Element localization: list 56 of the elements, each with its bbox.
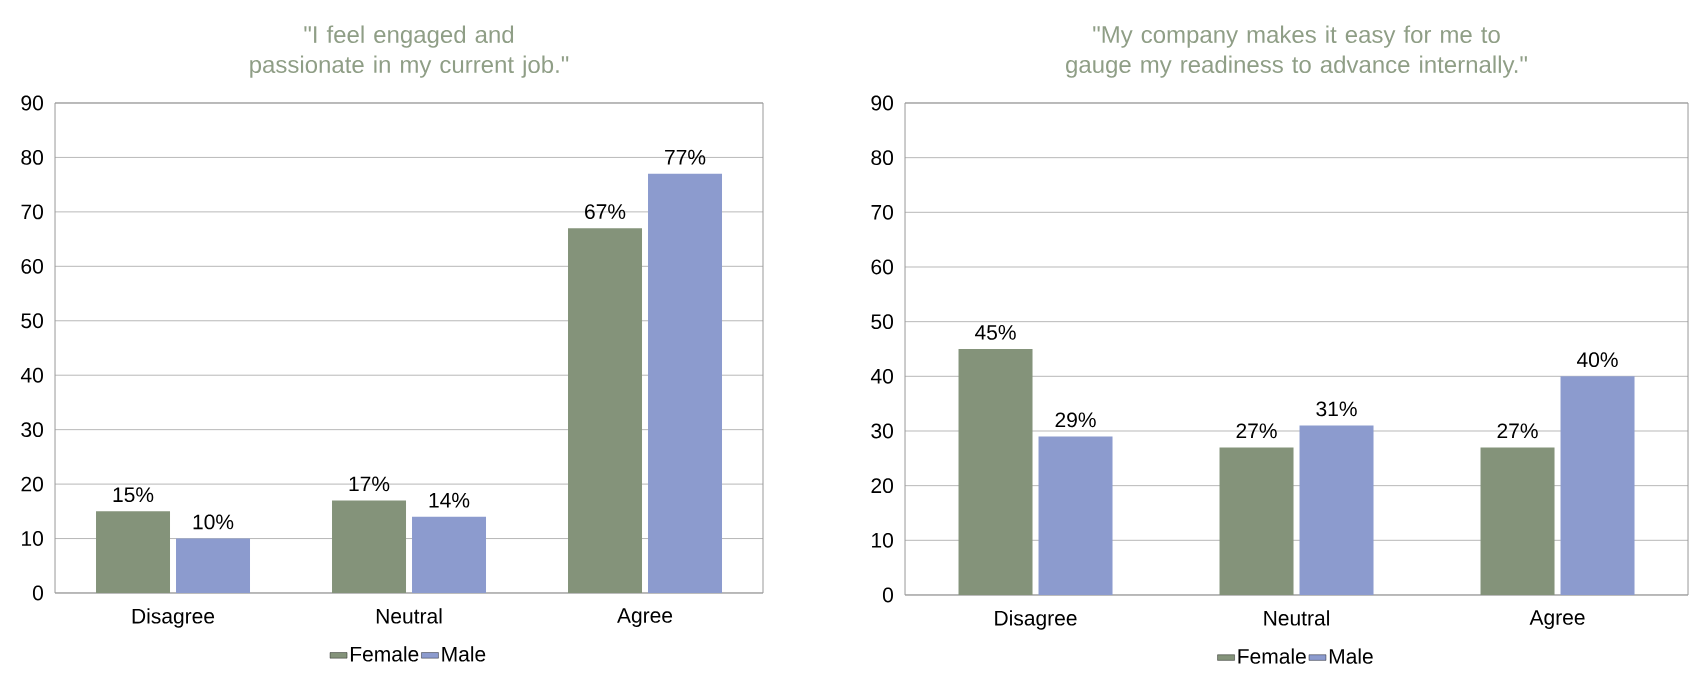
y-tick-label: 80 — [871, 150, 893, 166]
y-tick-label: 60 — [871, 259, 893, 275]
data-label: 27% — [1497, 423, 1538, 439]
legend-label: Male — [442, 646, 486, 662]
data-label: 45% — [974, 325, 1016, 340]
x-tick-label: Neutral — [376, 608, 442, 624]
x-tick-label: Agree — [1529, 610, 1585, 629]
chart-title: "My company makes it easy for me to gauge my readiness to advance internally." — [1066, 25, 1527, 78]
data-label: 15% — [113, 487, 154, 503]
data-label: 27% — [1236, 423, 1277, 439]
y-tick-label: 30 — [21, 422, 43, 438]
data-label: 31% — [1316, 401, 1357, 417]
bar — [1480, 447, 1555, 595]
y-tick-label: 40 — [870, 368, 893, 384]
bar — [332, 500, 407, 593]
data-label: 67% — [585, 204, 626, 220]
data-label: 40% — [1576, 352, 1618, 368]
chart-title: "I feel engaged and passionate in my current job." — [250, 25, 569, 78]
legend-label: Male — [1329, 648, 1373, 664]
x-tick-label: Disagree — [132, 608, 215, 628]
y-tick-label: 20 — [871, 478, 893, 494]
y-tick-label: 10 — [22, 531, 43, 546]
y-tick-label: 60 — [21, 258, 43, 274]
data-label: 17% — [349, 476, 390, 492]
legend-label: Female — [350, 646, 419, 662]
x-tick-label: Neutral — [1264, 610, 1329, 626]
bar — [1299, 425, 1374, 595]
legend-label: Female — [1238, 648, 1306, 664]
bar — [648, 173, 723, 593]
y-tick-label: 50 — [21, 313, 43, 329]
y-tick-label: 70 — [21, 204, 43, 220]
bar — [1038, 436, 1113, 595]
y-tick-label: 20 — [21, 476, 43, 492]
data-label: 77% — [665, 149, 706, 165]
y-tick-label: 80 — [21, 150, 43, 165]
bar — [176, 538, 251, 593]
bar — [96, 511, 171, 593]
bar — [412, 516, 487, 593]
x-tick-label: Disagree — [995, 610, 1077, 630]
y-tick-label: 90 — [871, 95, 893, 111]
bar — [1560, 376, 1635, 595]
y-tick-label: 10 — [872, 532, 893, 548]
y-tick-label: 0 — [882, 587, 893, 603]
y-tick-label: 70 — [871, 204, 893, 220]
data-label: 10% — [193, 514, 234, 530]
bar — [568, 228, 643, 593]
bar — [1219, 447, 1294, 595]
y-tick-label: 0 — [32, 585, 43, 601]
x-tick-label: Agree — [617, 608, 673, 627]
y-tick-label: 90 — [21, 95, 43, 111]
y-tick-label: 30 — [871, 423, 893, 439]
y-tick-label: 40 — [20, 367, 43, 383]
bar — [958, 348, 1033, 595]
y-tick-label: 50 — [871, 314, 893, 330]
data-label: 14% — [429, 492, 470, 508]
data-label: 29% — [1055, 412, 1096, 428]
